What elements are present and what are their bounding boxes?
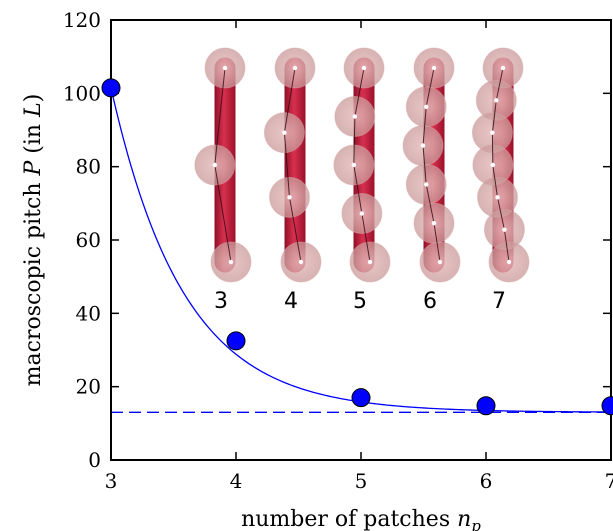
patch-center [431,65,437,71]
patch-center [502,227,507,232]
rod-label: 7 [492,289,506,314]
rod-label: 3 [214,289,228,314]
data-point [101,78,121,98]
rod-model-inset: 3 4 5 6 7 [194,47,530,314]
y-tick-label: 40 [76,301,101,325]
rod-model-3: 3 [194,47,252,314]
y-axis-label: macroscopic pitch P (in L) [21,94,46,387]
patch-center [351,162,357,168]
x-axis-label: number of patches np [241,507,481,531]
patch-center [287,195,292,200]
y-tick-label: 80 [76,155,101,179]
patch-center [222,65,228,71]
patch-center [352,114,358,119]
rod-model-6: 6 [402,47,461,314]
patch-center [282,130,287,135]
rod-model-4: 4 [263,47,322,314]
x-tick-label: 7 [605,469,613,493]
patch-center [420,143,426,148]
data-point [351,388,371,408]
patch-center [424,182,429,187]
patch-center [431,221,437,226]
patch-center [437,259,443,265]
y-tick-label: 100 [63,81,101,105]
rod-label: 6 [423,289,437,314]
x-tick-label: 5 [355,469,368,493]
patch-center [228,259,234,265]
rod-model-5: 5 [333,47,391,314]
patch-center [212,162,218,168]
patch-center [500,65,506,71]
rod-model-7: 7 [471,47,530,314]
patch-center [361,65,367,71]
patch-center [495,195,500,200]
patch-center [359,211,365,216]
x-tick-label: 3 [105,469,118,493]
rod-body [284,57,306,273]
patch-center [490,162,496,168]
x-tick-label: 4 [230,469,243,493]
patch-center [292,65,298,71]
patch-helix [422,67,441,263]
y-tick-label: 120 [63,8,101,32]
y-tick-label: 0 [88,448,101,472]
y-tick-label: 60 [76,228,101,252]
y-tick-label: 20 [76,375,101,399]
patch-center [490,130,495,135]
patch-center [424,104,429,110]
data-points [101,78,613,416]
patch-center [367,259,373,265]
data-point [226,331,246,351]
rod-label: 5 [353,289,367,314]
x-tick-label: 6 [480,469,493,493]
patch-center [506,259,512,265]
data-point [476,396,496,416]
data-point [601,396,613,416]
rod-label: 4 [284,289,298,314]
patch-center [298,259,304,265]
patch-center [494,98,499,103]
patch-helix [283,67,302,263]
axis-ticks: 3 4 5 6 7 0 20 40 60 80 100 120 [63,8,613,493]
